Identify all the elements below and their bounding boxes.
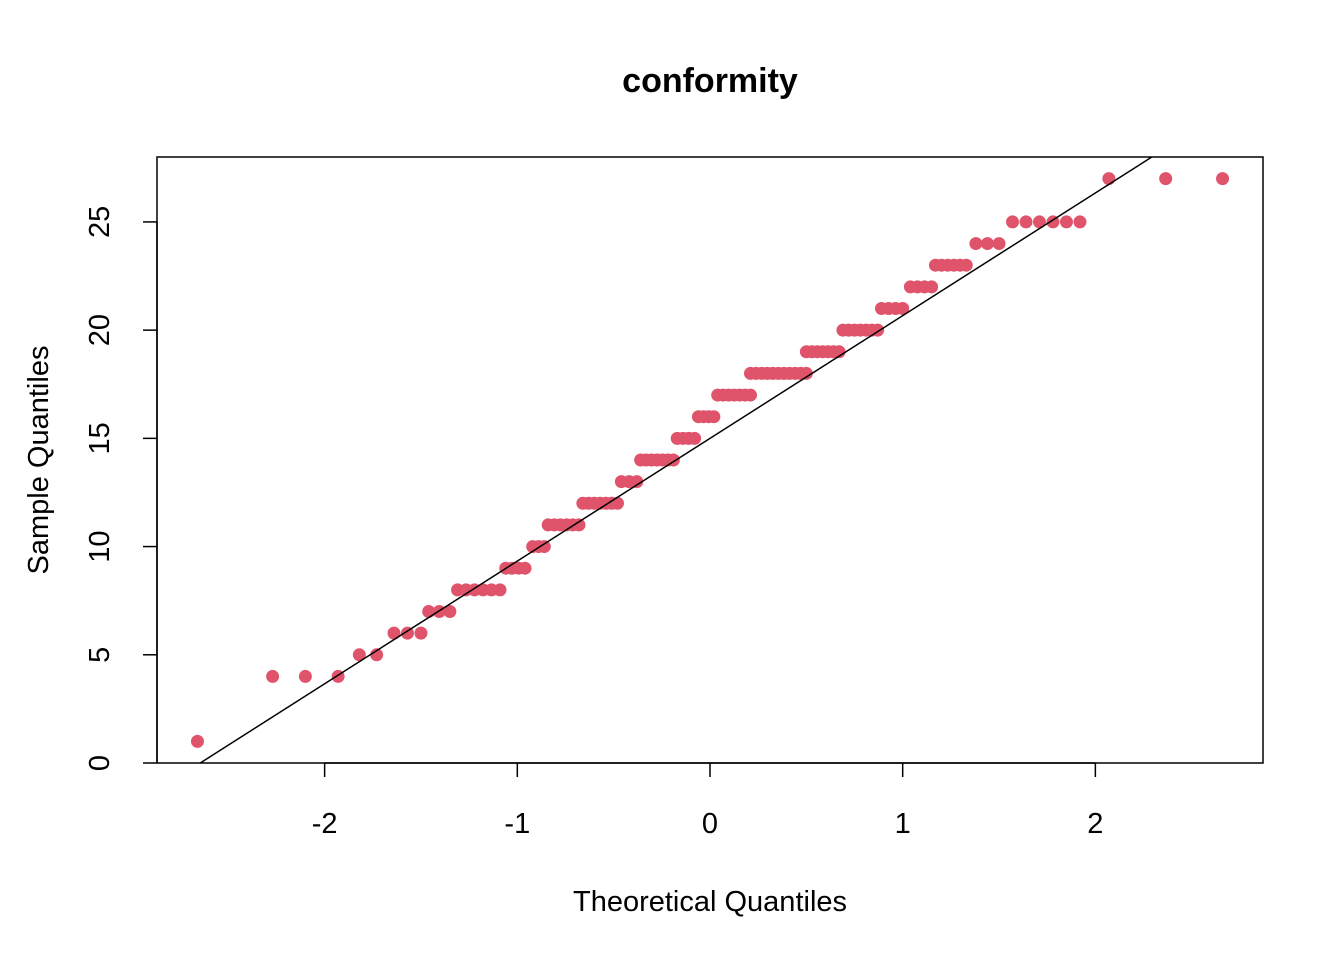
data-point [387, 626, 401, 640]
data-point [414, 626, 428, 640]
data-point [572, 518, 586, 532]
data-point [896, 302, 910, 315]
data-point [707, 410, 721, 424]
y-axis-label: Sample Quantiles [23, 346, 55, 575]
y-tick-label: 15 [84, 422, 116, 454]
data-point [611, 496, 625, 510]
data-point [1159, 172, 1173, 186]
data-point [493, 583, 507, 597]
y-tick-label: 5 [84, 647, 116, 663]
data-point [743, 388, 757, 402]
data-point [1102, 172, 1116, 186]
data-point [1019, 215, 1033, 229]
data-point [443, 605, 457, 618]
y-tick-label: 25 [84, 206, 116, 238]
chart-title: conformity [622, 62, 798, 100]
y-tick-label: 20 [84, 314, 116, 346]
data-point [298, 669, 312, 683]
data-point [832, 345, 846, 359]
x-tick-label: -2 [312, 808, 338, 840]
data-point [537, 540, 551, 554]
data-point [799, 366, 813, 380]
data-point [1073, 215, 1087, 229]
reference-line [198, 157, 1154, 763]
y-axis: 0 5 10 15 20 25 [84, 206, 158, 771]
data-point [1006, 215, 1020, 229]
data-point [1216, 172, 1230, 186]
x-tick-label: 0 [702, 808, 718, 840]
x-axis-label: Theoretical Quantiles [573, 886, 847, 918]
plot-frame [156, 156, 1264, 764]
data-point [190, 734, 204, 748]
reference-line-group [198, 157, 1154, 763]
data-point [370, 648, 384, 662]
data-point [266, 669, 280, 683]
data-point [969, 237, 983, 251]
y-tick-label: 10 [84, 530, 116, 562]
data-point [1032, 215, 1046, 229]
data-point [1059, 215, 1073, 229]
x-tick-label: -1 [504, 808, 530, 840]
x-axis: -2 -1 0 1 2 [312, 762, 1103, 840]
y-tick-label: 0 [84, 755, 116, 771]
data-point [630, 475, 644, 489]
data-point [352, 648, 366, 662]
data-point [400, 626, 414, 640]
data-point [959, 258, 973, 272]
data-point [925, 280, 939, 294]
x-tick-label: 1 [895, 808, 911, 840]
x-tick-label: 2 [1087, 808, 1103, 840]
data-point [688, 431, 702, 445]
data-point [518, 561, 532, 575]
data-point [992, 237, 1006, 251]
data-points [190, 172, 1230, 748]
data-point [980, 237, 994, 251]
